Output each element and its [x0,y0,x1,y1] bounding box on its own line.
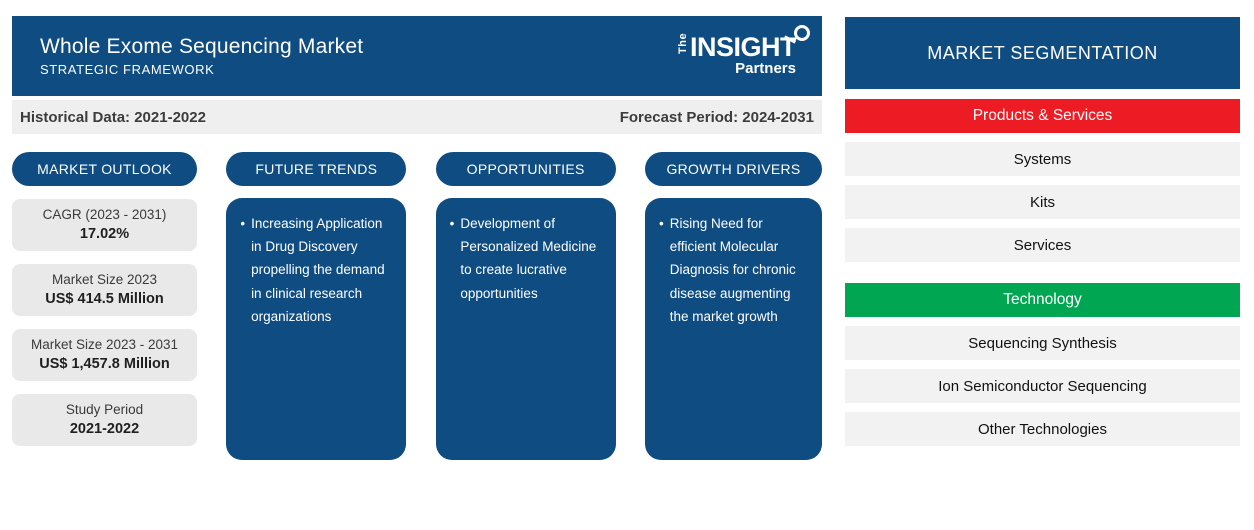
main-section: Whole Exome Sequencing Market STRATEGIC … [12,16,822,460]
logo-insight-text: INSIGHT [689,32,797,63]
segment-item-kits: Kits [845,185,1240,219]
segment-group-products-services: Products & Services [845,99,1240,133]
segment-group-technology: Technology [845,283,1240,317]
title-banner: Whole Exome Sequencing Market STRATEGIC … [12,16,822,96]
growth-drivers-pill: GROWTH DRIVERS [644,152,822,186]
page-subtitle: STRATEGIC FRAMEWORK [40,62,215,77]
future-trends-bullet: Increasing Application in Drug Discovery… [240,212,394,328]
logo-top-row: The INSIGHT [676,25,810,63]
stat-value: 17.02% [79,225,130,242]
opportunities-pill: OPPORTUNITIES [435,152,616,186]
segment-item-other-technologies: Other Technologies [845,412,1240,446]
segmentation-header: MARKET SEGMENTATION [845,17,1240,89]
title-block: Whole Exome Sequencing Market STRATEGIC … [40,35,363,77]
stat-study-period: Study Period 2021-2022 [12,394,197,446]
stat-label: CAGR (2023 - 2031) [42,207,167,223]
market-outlook-pill: MARKET OUTLOOK [12,152,197,186]
stat-label: Study Period [65,402,144,418]
stat-label: Market Size 2023 [51,272,158,288]
market-segmentation-panel: MARKET SEGMENTATION Products & Services … [845,17,1240,446]
stat-label: Market Size 2023 - 2031 [30,337,179,353]
stat-value: US$ 414.5 Million [45,290,164,307]
segment-item-ion-semiconductor-sequencing: Ion Semiconductor Sequencing [845,369,1240,403]
framework-columns: MARKET OUTLOOK CAGR (2023 - 2031) 17.02%… [12,152,822,460]
period-strip: Historical Data: 2021-2022 Forecast Peri… [12,100,822,134]
growth-drivers-card: Rising Need for efficient Molecular Diag… [644,198,822,460]
logo-partners-text: Partners [735,60,796,78]
segment-item-services: Services [845,228,1240,262]
stat-value: US$ 1,457.8 Million [39,355,170,372]
logo-the-text: The [676,32,689,54]
opportunities-bullet: Development of Personalized Medicine to … [450,212,604,305]
stat-market-size-2023: Market Size 2023 US$ 414.5 Million [12,264,197,316]
opportunities-card: Development of Personalized Medicine to … [435,198,616,460]
growth-drivers-bullet: Rising Need for efficient Molecular Diag… [659,212,810,328]
column-future-trends: FUTURE TRENDS Increasing Application in … [226,152,407,460]
future-trends-pill: FUTURE TRENDS [226,152,407,186]
column-market-outlook: MARKET OUTLOOK CAGR (2023 - 2031) 17.02%… [12,152,197,460]
historical-data-label: Historical Data: 2021-2022 [20,108,206,126]
column-growth-drivers: GROWTH DRIVERS Rising Need for efficient… [644,152,822,460]
segment-item-sequencing-synthesis: Sequencing Synthesis [845,326,1240,360]
stat-cagr: CAGR (2023 - 2031) 17.02% [12,199,197,251]
stat-value: 2021-2022 [69,420,140,437]
insight-partners-logo: The INSIGHT Partners [676,25,810,78]
stat-market-size-2023-2031: Market Size 2023 - 2031 US$ 1,457.8 Mill… [12,329,197,381]
future-trends-card: Increasing Application in Drug Discovery… [226,198,407,460]
segment-item-systems: Systems [845,142,1240,176]
column-opportunities: OPPORTUNITIES Development of Personalize… [435,152,616,460]
magnifier-icon [794,25,810,42]
forecast-period-label: Forecast Period: 2024-2031 [619,108,814,126]
page-title: Whole Exome Sequencing Market [40,35,364,58]
